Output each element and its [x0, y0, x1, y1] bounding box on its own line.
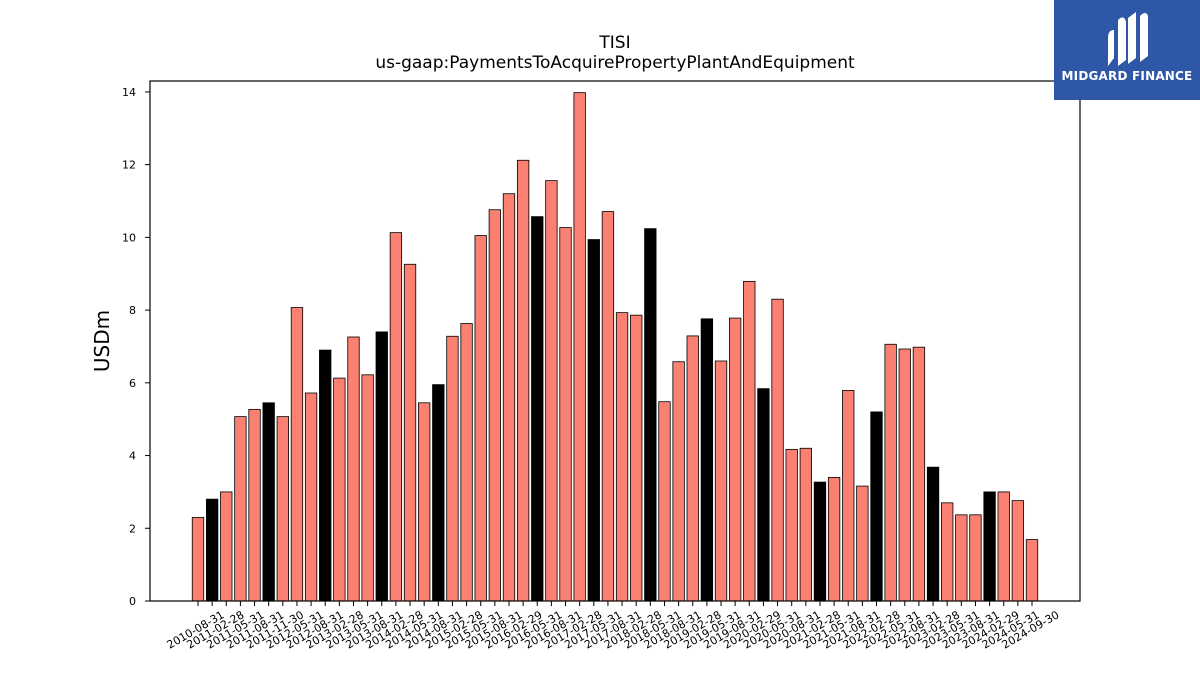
bar	[898, 348, 911, 602]
bar	[827, 476, 841, 602]
bar	[714, 360, 728, 602]
bar	[248, 408, 261, 602]
bar	[446, 335, 459, 602]
bar	[432, 384, 445, 602]
bar	[813, 481, 827, 602]
bar	[1025, 539, 1039, 602]
y-tick-label: 8	[129, 304, 136, 317]
bar	[658, 401, 671, 602]
y-tick-label: 10	[122, 231, 136, 244]
bar	[389, 232, 403, 602]
bar	[997, 491, 1010, 602]
bar	[502, 193, 516, 602]
bar	[757, 388, 770, 602]
bar	[205, 498, 219, 602]
bar	[785, 448, 798, 602]
y-tick-label: 0	[129, 595, 136, 608]
y-tick-label: 6	[129, 377, 136, 390]
bar	[587, 239, 600, 602]
bar	[559, 227, 572, 602]
bar	[983, 491, 996, 602]
y-axis-label: USDm	[90, 310, 114, 372]
bar	[926, 466, 940, 602]
bar	[630, 314, 643, 602]
bar	[234, 416, 247, 602]
bar	[418, 402, 431, 602]
bar	[686, 335, 699, 602]
bar	[644, 228, 657, 602]
bar	[955, 514, 968, 602]
bar	[276, 416, 289, 602]
bar	[333, 377, 346, 602]
plot-frame	[149, 80, 1081, 602]
y-tick-label: 12	[122, 159, 136, 172]
bar	[361, 374, 374, 602]
bar	[545, 180, 558, 602]
bar	[941, 502, 954, 602]
bar	[403, 263, 417, 602]
brand-logo: MIDGARD FINANCE	[1054, 0, 1200, 100]
bar	[969, 514, 982, 602]
bar	[573, 92, 586, 602]
bar	[1011, 500, 1025, 602]
bar	[319, 349, 332, 602]
y-tick-label: 4	[129, 450, 136, 463]
chart-title: TISI	[598, 33, 630, 53]
bars	[191, 92, 1039, 602]
brand-mark-icon	[1108, 12, 1148, 66]
y-tick-label: 2	[129, 522, 136, 535]
bar	[700, 318, 714, 602]
bar	[672, 361, 685, 602]
bar	[347, 336, 360, 602]
y-axis: 0 2 4 6 8 10 12 14	[122, 86, 150, 608]
bar	[884, 343, 897, 602]
bar	[856, 485, 869, 602]
bar	[460, 323, 473, 602]
bar	[912, 346, 926, 602]
bar	[531, 216, 544, 602]
bar	[870, 411, 883, 602]
bar	[601, 211, 615, 602]
bar	[262, 402, 275, 602]
bar	[290, 307, 304, 602]
bar	[220, 491, 233, 602]
bar	[375, 331, 388, 602]
bar	[743, 280, 756, 602]
y-tick-label: 14	[122, 86, 136, 99]
bar	[615, 312, 629, 602]
bar	[488, 209, 501, 602]
bar	[304, 392, 318, 602]
bar	[474, 235, 487, 602]
brand-name: MIDGARD FINANCE	[1061, 69, 1193, 83]
bar	[842, 390, 855, 602]
bar	[799, 447, 812, 602]
bar	[729, 317, 742, 602]
chart-subtitle: us-gaap:PaymentsToAcquirePropertyPlantAn…	[375, 53, 855, 73]
bar	[771, 298, 784, 602]
x-axis: 2010-08-312011-02-282011-05-312011-08-31…	[165, 601, 1062, 652]
bar	[516, 159, 530, 602]
bar	[191, 516, 205, 602]
